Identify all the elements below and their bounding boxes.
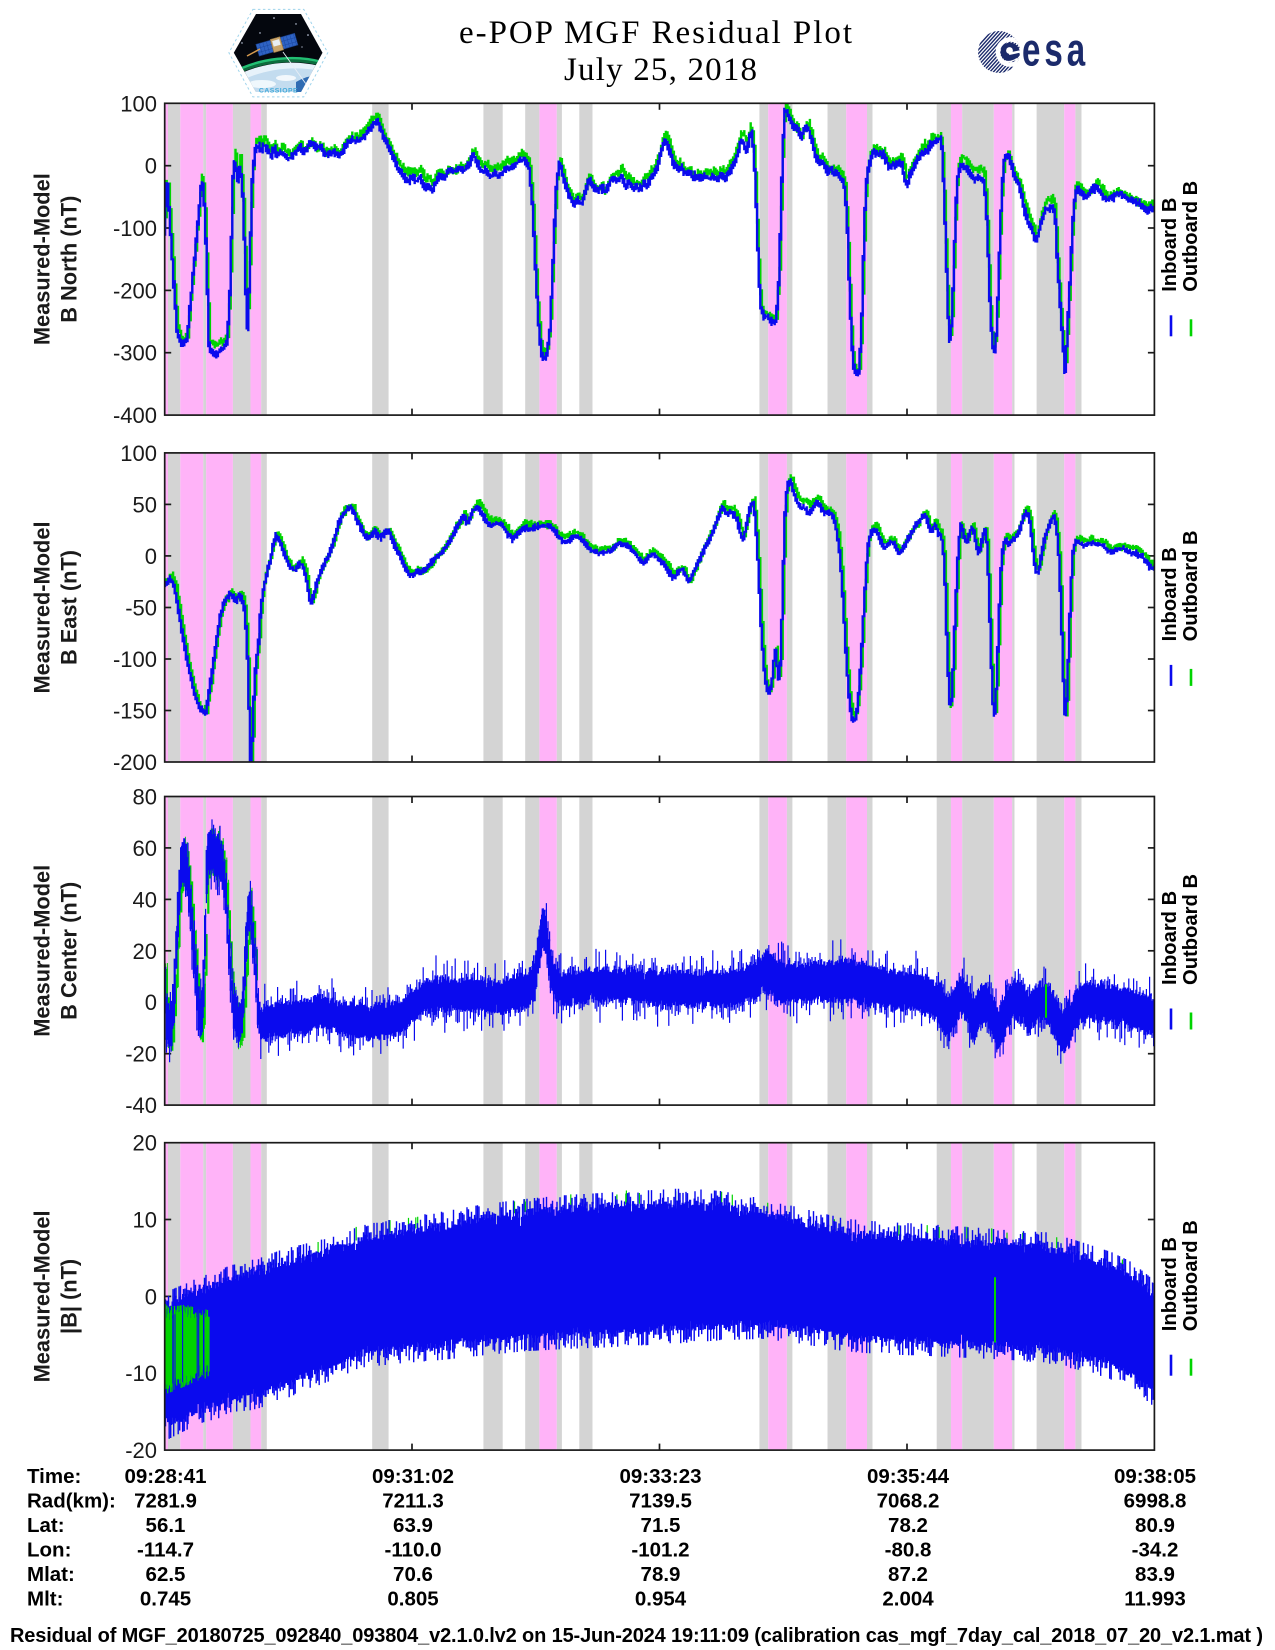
- svg-text:Mlat:: Mlat:: [27, 1563, 75, 1586]
- svg-text:11.993: 11.993: [1124, 1588, 1186, 1611]
- svg-text:56.1: 56.1: [146, 1514, 186, 1537]
- svg-text:70.6: 70.6: [393, 1563, 433, 1586]
- svg-text:Inboard B: Inboard B: [1159, 891, 1181, 985]
- svg-text:78.2: 78.2: [888, 1514, 928, 1537]
- svg-text:20: 20: [133, 939, 157, 964]
- svg-text:Lat:: Lat:: [27, 1514, 65, 1537]
- svg-text:Mlt:: Mlt:: [27, 1588, 63, 1611]
- svg-text:87.2: 87.2: [888, 1563, 928, 1586]
- svg-text:7211.3: 7211.3: [382, 1490, 444, 1513]
- svg-text:B North (nT): B North (nT): [57, 196, 82, 323]
- svg-text:0: 0: [145, 1284, 157, 1309]
- svg-text:63.9: 63.9: [393, 1514, 433, 1537]
- svg-text:Lon:: Lon:: [27, 1539, 71, 1562]
- svg-text:Outboard B: Outboard B: [1180, 181, 1202, 292]
- svg-text:09:35:44: 09:35:44: [867, 1465, 950, 1488]
- svg-text:-100: -100: [113, 647, 157, 672]
- svg-text:-20: -20: [125, 1042, 157, 1067]
- svg-text:40: 40: [133, 887, 157, 912]
- svg-text:-300: -300: [113, 341, 157, 366]
- svg-text:Measured-Model: Measured-Model: [30, 522, 55, 694]
- svg-text:100: 100: [120, 441, 157, 466]
- svg-text:|B| (nT): |B| (nT): [57, 1259, 82, 1334]
- svg-text:-400: -400: [113, 403, 157, 428]
- svg-text:Residual of MGF_20180725_09284: Residual of MGF_20180725_092840_093804_v…: [10, 1625, 1263, 1647]
- svg-text:Rad(km):: Rad(km):: [27, 1490, 116, 1513]
- svg-text:July 25, 2018: July 25, 2018: [564, 52, 757, 88]
- svg-text:10: 10: [133, 1208, 157, 1233]
- svg-text:-20: -20: [125, 1438, 157, 1463]
- svg-text:7068.2: 7068.2: [877, 1490, 940, 1513]
- svg-text:Outboard B: Outboard B: [1180, 530, 1202, 641]
- svg-text:09:33:23: 09:33:23: [619, 1465, 701, 1488]
- svg-text:0.805: 0.805: [387, 1588, 438, 1611]
- svg-text:0: 0: [145, 154, 157, 179]
- svg-text:-40: -40: [125, 1093, 157, 1118]
- svg-text:0: 0: [145, 990, 157, 1015]
- svg-text:-80.8: -80.8: [885, 1539, 932, 1562]
- svg-text:-200: -200: [113, 750, 157, 775]
- svg-text:-114.7: -114.7: [137, 1539, 194, 1562]
- svg-text:100: 100: [120, 91, 157, 116]
- svg-text:78.9: 78.9: [641, 1563, 681, 1586]
- svg-text:-101.2: -101.2: [631, 1539, 689, 1562]
- svg-text:Inboard B: Inboard B: [1159, 1237, 1181, 1331]
- svg-text:Outboard B: Outboard B: [1180, 1220, 1202, 1331]
- svg-text:2.004: 2.004: [882, 1588, 934, 1611]
- svg-text:62.5: 62.5: [146, 1563, 186, 1586]
- svg-text:6998.8: 6998.8: [1124, 1490, 1187, 1513]
- svg-text:-34.2: -34.2: [1132, 1539, 1179, 1562]
- svg-text:-150: -150: [113, 699, 157, 724]
- svg-text:CASSIOPE: CASSIOPE: [259, 88, 298, 95]
- svg-text:71.5: 71.5: [641, 1514, 681, 1537]
- svg-text:60: 60: [133, 836, 157, 861]
- svg-text:Inboard B: Inboard B: [1159, 198, 1181, 292]
- svg-text:20: 20: [133, 1131, 157, 1156]
- svg-text:50: 50: [133, 492, 157, 517]
- svg-text:Outboard B: Outboard B: [1180, 874, 1202, 985]
- svg-text:-100: -100: [113, 216, 157, 241]
- svg-text:B East (nT): B East (nT): [57, 550, 82, 665]
- svg-text:-110.0: -110.0: [385, 1539, 442, 1562]
- svg-text:Measured-Model: Measured-Model: [30, 1210, 55, 1382]
- svg-text:80: 80: [133, 785, 157, 810]
- svg-text:-10: -10: [125, 1361, 157, 1386]
- svg-text:09:31:02: 09:31:02: [372, 1465, 454, 1488]
- svg-text:09:28:41: 09:28:41: [124, 1465, 206, 1488]
- svg-text:-200: -200: [113, 278, 157, 303]
- svg-text:e-POP MGF Residual Plot: e-POP MGF Residual Plot: [459, 15, 852, 51]
- svg-text:esa: esa: [1022, 25, 1089, 75]
- svg-text:B Center (nT): B Center (nT): [57, 882, 82, 1020]
- svg-text:0: 0: [145, 544, 157, 569]
- svg-text:09:38:05: 09:38:05: [1114, 1465, 1196, 1488]
- svg-text:83.9: 83.9: [1135, 1563, 1175, 1586]
- svg-text:Inboard B: Inboard B: [1159, 547, 1181, 641]
- svg-text:Measured-Model: Measured-Model: [30, 173, 55, 345]
- svg-text:0.954: 0.954: [635, 1588, 687, 1611]
- svg-text:0.745: 0.745: [140, 1588, 191, 1611]
- svg-text:Measured-Model: Measured-Model: [30, 865, 55, 1037]
- svg-text:7281.9: 7281.9: [134, 1490, 197, 1513]
- svg-text:80.9: 80.9: [1135, 1514, 1175, 1537]
- svg-text:-50: -50: [125, 596, 157, 621]
- svg-text:7139.5: 7139.5: [629, 1490, 692, 1513]
- svg-text:Time:: Time:: [27, 1465, 81, 1488]
